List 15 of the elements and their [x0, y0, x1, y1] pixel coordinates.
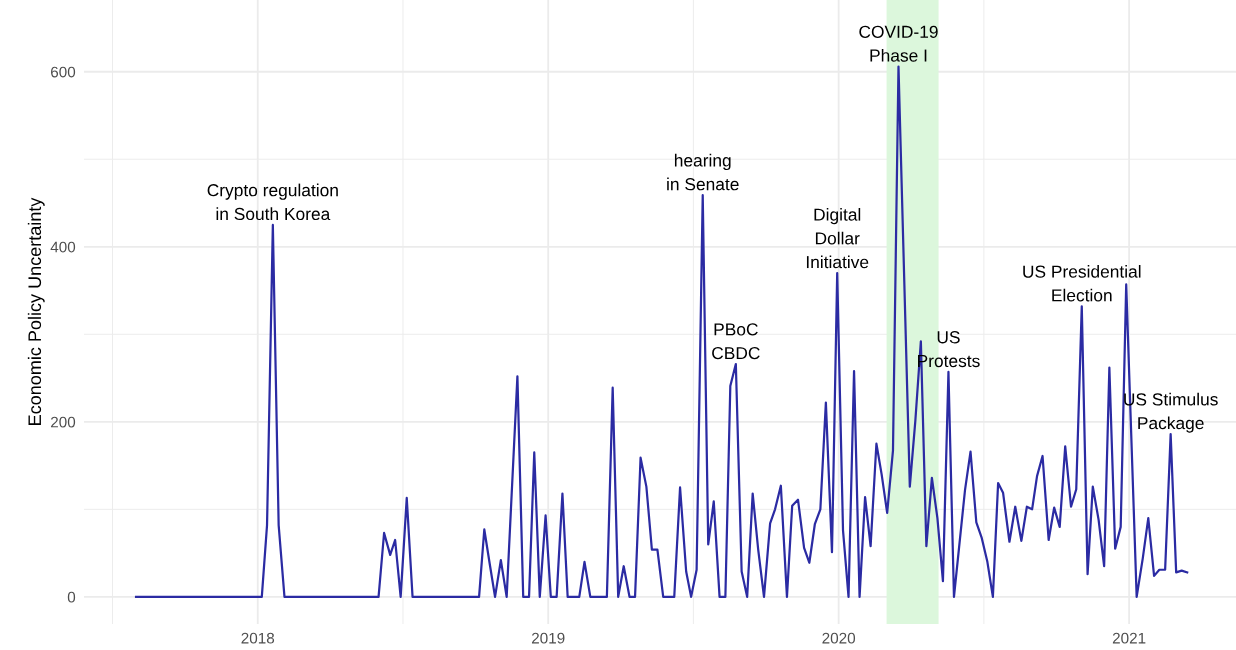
y-tick-label: 0 — [67, 591, 76, 603]
annotation: Digital Dollar Initiative — [806, 208, 869, 269]
annotation: Crypto regulation in South Korea — [207, 183, 338, 221]
x-tick-label: 2020 — [822, 632, 856, 644]
x-tick-label: 2019 — [531, 632, 565, 644]
annotation: US Presidential Election — [1023, 265, 1141, 302]
y-tick-label: 600 — [51, 66, 76, 78]
annotation: COVID-19 Phase I — [859, 25, 938, 62]
x-tick-label: 2021 — [1112, 632, 1146, 644]
x-tick-label: 2018 — [241, 632, 275, 644]
y-tick-label: 200 — [51, 416, 76, 428]
y-axis-title: Economic Policy Uncertainty — [27, 197, 45, 425]
annotation: PBoC CBDC — [712, 323, 760, 360]
annotation: hearing in Senate — [667, 153, 739, 191]
y-tick-label: 400 — [50, 241, 76, 253]
